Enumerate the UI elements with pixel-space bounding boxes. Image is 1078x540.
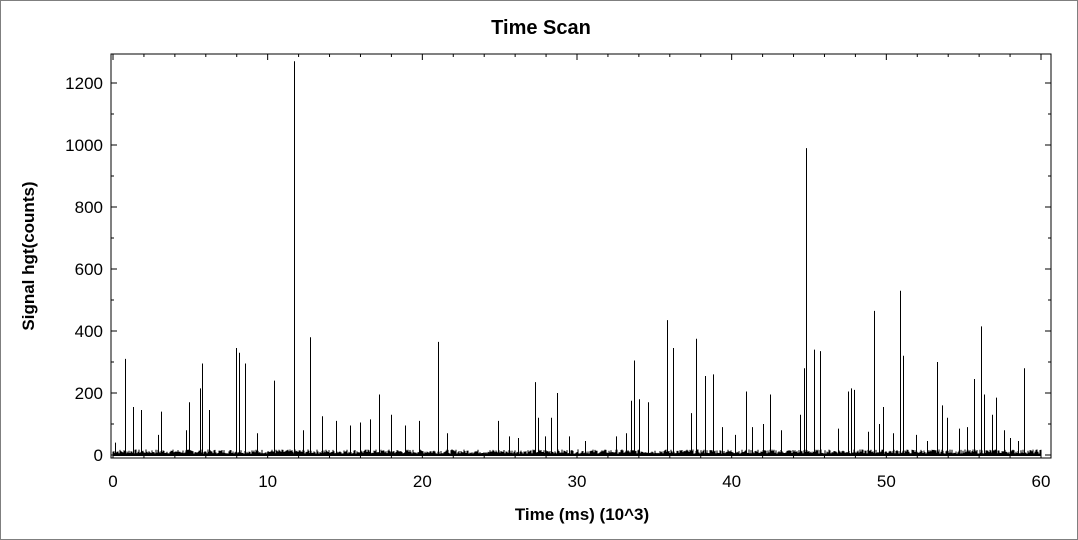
y-tick-label: 200 — [75, 384, 103, 403]
x-tick-label: 60 — [1032, 472, 1051, 491]
y-tick-label: 0 — [94, 446, 103, 465]
plot-area — [110, 53, 1052, 459]
y-axis-label: Signal hgt(counts) — [19, 181, 38, 330]
y-tick-label: 1200 — [65, 74, 103, 93]
y-tick-label: 1000 — [65, 136, 103, 155]
axis-ticks: 0 200 400 600 800 1000 1200 0 10 20 30 40 50 60 — [65, 54, 1051, 491]
x-tick-label: 0 — [108, 472, 117, 491]
x-tick-label: 10 — [258, 472, 277, 491]
x-tick-label: 40 — [722, 472, 741, 491]
chart-title: Time Scan — [491, 17, 591, 39]
y-tick-label: 800 — [75, 198, 103, 217]
x-tick-label: 20 — [413, 472, 432, 491]
y-tick-label: 400 — [75, 322, 103, 341]
x-tick-label: 30 — [568, 472, 587, 491]
y-tick-label: 600 — [75, 260, 103, 279]
x-tick-label: 50 — [877, 472, 896, 491]
signal-trace — [112, 61, 1042, 456]
x-axis-label: Time (ms) (10^3) — [515, 505, 649, 524]
